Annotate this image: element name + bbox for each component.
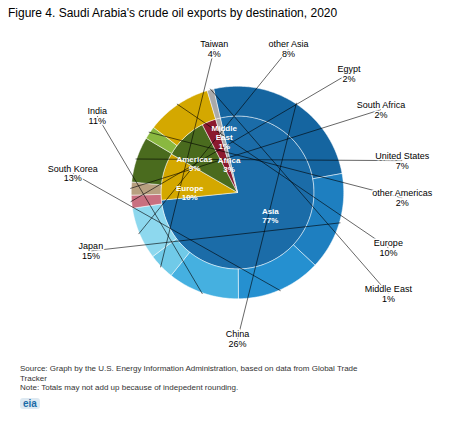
- svg-text:Egypt2%: Egypt2%: [338, 64, 362, 84]
- svg-text:South Africa2%: South Africa2%: [357, 100, 406, 120]
- svg-text:Japan15%: Japan15%: [79, 241, 104, 261]
- svg-text:MiddleEast1%: MiddleEast1%: [212, 124, 238, 151]
- svg-text:Europe10%: Europe10%: [374, 238, 403, 258]
- svg-text:South Korea13%: South Korea13%: [48, 164, 98, 184]
- svg-text:India11%: India11%: [87, 106, 107, 126]
- html-text:eia: eia: [23, 397, 37, 409]
- svg-text:Africa3%: Africa3%: [218, 156, 241, 174]
- html-text:Source: Graph by the U.S. Ener: Source: Graph by the U.S. Energy Informa…: [20, 364, 358, 393]
- svg-text:United States7%: United States7%: [375, 151, 430, 171]
- svg-text:other Americas2%: other Americas2%: [372, 188, 433, 208]
- svg-text:China26%: China26%: [226, 329, 250, 349]
- svg-text:Asia77%: Asia77%: [262, 207, 279, 225]
- svg-text:Middle East1%: Middle East1%: [365, 284, 413, 304]
- svg-text:Americas9%: Americas9%: [176, 155, 213, 173]
- svg-text:Taiwan4%: Taiwan4%: [200, 39, 228, 59]
- svg-text:other Asia8%: other Asia8%: [268, 39, 308, 59]
- html-text:Figure 4. Saudi Arabia's crude: Figure 4. Saudi Arabia's crude oil expor…: [8, 6, 338, 20]
- svg-text:Europe10%: Europe10%: [176, 184, 204, 202]
